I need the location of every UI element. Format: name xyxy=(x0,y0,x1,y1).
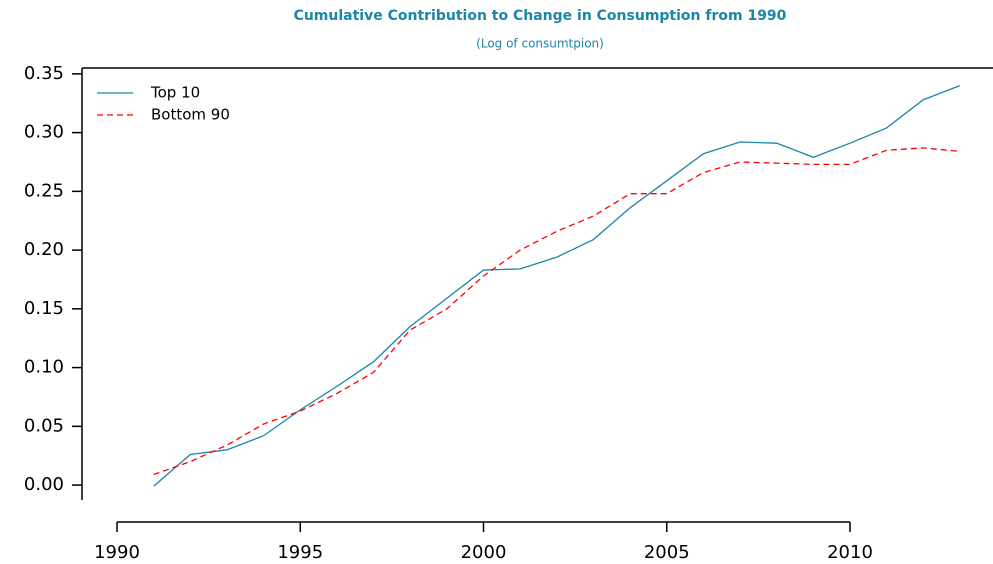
legend-label: Top 10 xyxy=(150,84,200,102)
y-tick-label: 0.10 xyxy=(24,357,64,378)
legend-label: Bottom 90 xyxy=(151,106,230,124)
y-tick-label: 0.05 xyxy=(24,415,64,436)
chart-subtitle: (Log of consumtpion) xyxy=(476,37,604,51)
y-tick-label: 0.15 xyxy=(24,298,64,319)
y-tick-label: 0.30 xyxy=(24,122,64,143)
y-tick-label: 0.00 xyxy=(24,474,64,495)
series-line xyxy=(153,85,961,487)
y-tick-label: 0.20 xyxy=(24,239,64,260)
x-tick-label: 2000 xyxy=(461,542,507,563)
chart-title: Cumulative Contribution to Change in Con… xyxy=(294,8,787,24)
x-tick-label: 2010 xyxy=(827,542,873,563)
x-tick-label: 1990 xyxy=(94,542,140,563)
y-tick-label: 0.35 xyxy=(24,63,64,84)
x-tick-label: 2005 xyxy=(644,542,690,563)
x-tick-label: 1995 xyxy=(277,542,323,563)
series-line xyxy=(153,147,961,476)
y-tick-label: 0.25 xyxy=(24,180,64,201)
